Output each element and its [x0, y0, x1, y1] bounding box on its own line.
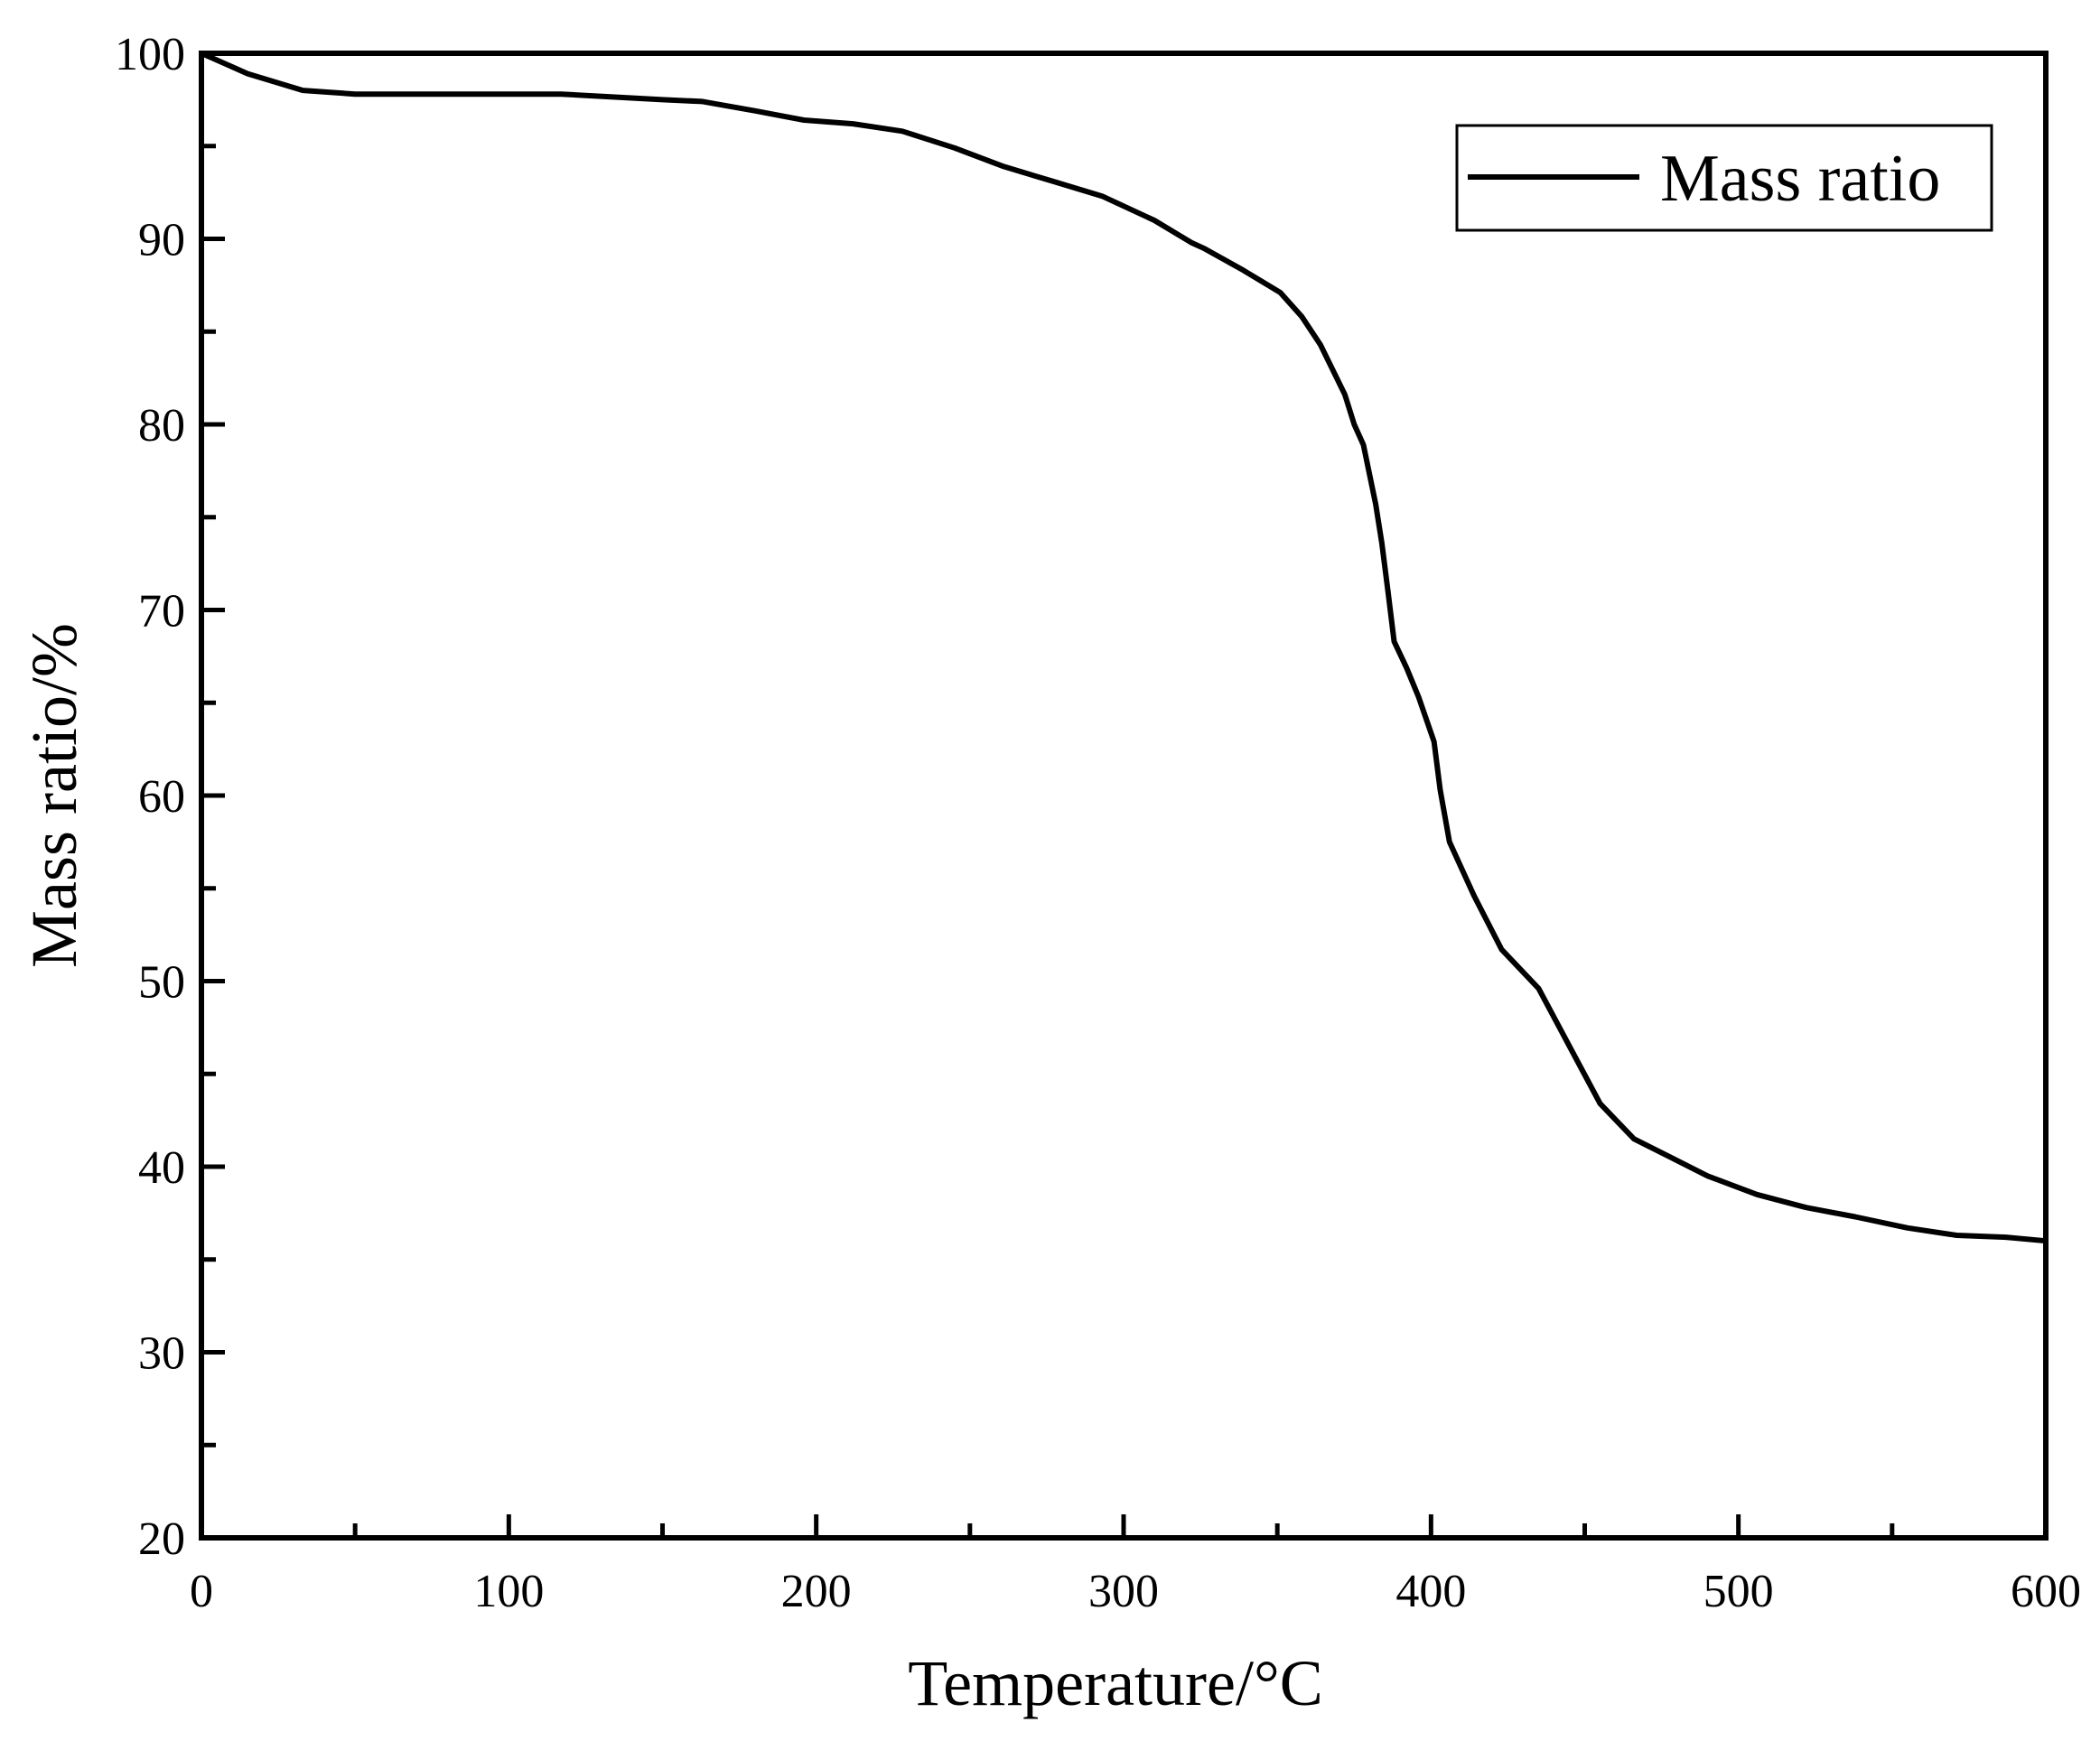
tick-labels: 0 100 200 300 400 500 600 20 30 40 50 60 70 80 90 100 [115, 29, 2081, 1617]
series-line-mass-ratio [199, 51, 2049, 1244]
y-tick-label: 70 [138, 586, 185, 638]
y-tick-label: 60 [138, 771, 185, 823]
y-tick-label: 80 [138, 400, 185, 452]
y-tick-label: 100 [115, 29, 185, 80]
y-tick-label: 30 [138, 1328, 185, 1380]
x-axis-title: Temperature/°C [908, 1647, 1323, 1719]
plot-frame [199, 51, 2049, 1541]
x-tick-label: 100 [473, 1566, 544, 1617]
x-tick-label: 500 [1703, 1566, 1774, 1617]
y-tick-label: 40 [138, 1142, 185, 1194]
y-axis-title: Mass ratio/% [18, 623, 90, 968]
axis-ticks [199, 51, 2049, 1541]
x-tick-label: 200 [781, 1566, 852, 1617]
y-tick-label: 20 [138, 1513, 185, 1565]
y-tick-label: 50 [138, 957, 185, 1009]
x-tick-label: 400 [1395, 1566, 1466, 1617]
legend: Mass ratio [1455, 124, 1993, 232]
x-tick-label: 0 [190, 1566, 213, 1617]
x-tick-label: 600 [2011, 1566, 2081, 1617]
x-tick-label: 300 [1088, 1566, 1159, 1617]
y-tick-label: 90 [138, 215, 185, 266]
legend-entry-mass-ratio: Mass ratio [1660, 142, 1940, 216]
